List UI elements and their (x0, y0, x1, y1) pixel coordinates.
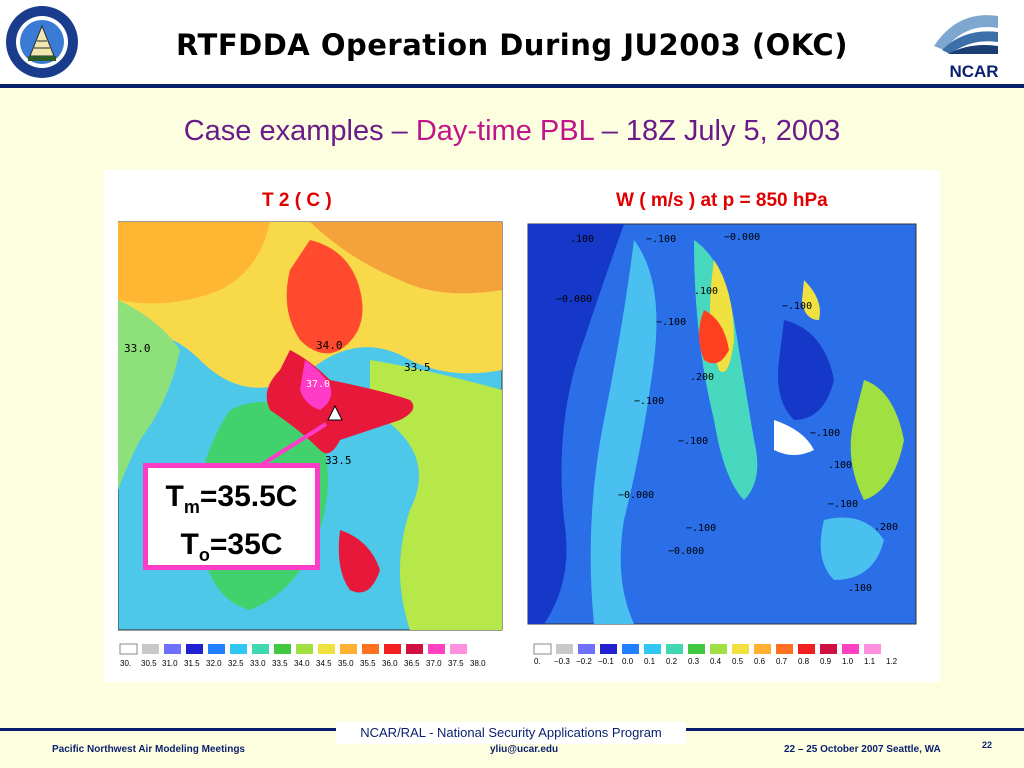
right-contour-label-16: −0.000 (668, 546, 704, 557)
temp-scale-tick-13: 36.5 (404, 659, 420, 668)
subtitle-part1: Case examples – (183, 115, 416, 147)
right-contour-label-13: −0.000 (618, 490, 654, 501)
vel-scale-tick-9: 0.5 (732, 657, 744, 666)
vel-scale-tick-3: −0.1 (598, 657, 614, 666)
footer-program: NCAR/RAL - National Security Application… (336, 722, 686, 744)
temp-scale-tick-11: 35.5 (360, 659, 376, 668)
right-contour-label-9: −.100 (634, 396, 664, 407)
callout-model-temp: Tm=35.5C (165, 480, 298, 517)
right-contour-label-12: .100 (828, 460, 852, 471)
temperature-map: 33.0 34.0 33.5 33.5 37.0 30. 30.5 31.0 3… (110, 210, 522, 680)
right-contour-label-3: −0.000 (724, 232, 760, 243)
vel-scale-tick-14: 1.0 (842, 657, 854, 666)
vel-scale-tick-13: 0.9 (820, 657, 832, 666)
slide-subtitle: Case examples – Day-time PBL – 18Z July … (0, 115, 1024, 148)
temp-scale-tick-7: 33.5 (272, 659, 288, 668)
army-test-evaluation-command-logo (6, 6, 78, 78)
vel-scale-tick-5: 0.1 (644, 657, 656, 666)
left-contour-label-2: 34.0 (316, 339, 343, 352)
footer-meeting: Pacific Northwest Air Modeling Meetings (52, 744, 245, 755)
temp-scale-tick-4: 32.0 (206, 659, 222, 668)
vertical-velocity-map: .100 −.100 −0.000 −0.000 .100 −.100 −.10… (524, 220, 936, 680)
vel-scale-tick-10: 0.6 (754, 657, 766, 666)
temp-scale-tick-6: 33.0 (250, 659, 266, 668)
temp-scale-tick-15: 37.5 (448, 659, 464, 668)
temperature-callout: Tm=35.5C To=35C (143, 463, 320, 570)
temp-scale-tick-9: 34.5 (316, 659, 332, 668)
right-contour-label-4: −0.000 (556, 294, 592, 305)
temp-scale-tick-12: 36.0 (382, 659, 398, 668)
right-contour-label-15: −.100 (686, 523, 716, 534)
temp-scale-tick-2: 31.0 (162, 659, 178, 668)
subtitle-part3: – 18Z July 5, 2003 (593, 115, 841, 147)
right-plot-title: W ( m/s ) at p = 850 hPa (616, 190, 828, 211)
left-contour-label-5: 37.0 (306, 379, 330, 390)
left-contour-label-4: 33.5 (325, 454, 352, 467)
temp-scale-tick-10: 35.0 (338, 659, 354, 668)
temp-scale-tick-8: 34.0 (294, 659, 310, 668)
vel-scale-tick-4: 0.0 (622, 657, 634, 666)
right-contour-label-8: .200 (690, 372, 714, 383)
right-contour-label-18: .100 (848, 583, 872, 594)
left-contour-label-3: 33.5 (404, 361, 431, 374)
page-number: 22 (982, 740, 993, 750)
vel-scale-tick-1: −0.3 (554, 657, 570, 666)
right-contour-label-1: .100 (570, 234, 594, 245)
header-rule (0, 84, 1024, 88)
callout-observed-temp: To=35C (180, 528, 283, 565)
ncar-logo: NCAR (934, 15, 999, 81)
vel-scale-tick-15: 1.1 (864, 657, 876, 666)
slide-title: RTFDDA Operation During JU2003 (OKC) (176, 28, 848, 62)
vel-scale-tick-7: 0.3 (688, 657, 700, 666)
temp-scale-tick-0: 30. (120, 659, 131, 668)
right-contour-label-10: −.100 (678, 436, 708, 447)
right-contour-label-2: −.100 (646, 234, 676, 245)
temp-scale-tick-14: 37.0 (426, 659, 442, 668)
vel-scale-tick-2: −0.2 (576, 657, 592, 666)
vel-scale-tick-6: 0.2 (666, 657, 678, 666)
left-plot-title: T 2 ( C ) (262, 190, 332, 211)
vel-scale-tick-8: 0.4 (710, 657, 722, 666)
temp-scale-tick-16: 38.0 (470, 659, 486, 668)
right-contour-label-7: −.100 (656, 317, 686, 328)
vel-scale-tick-0: 0. (534, 657, 541, 666)
vel-scale-tick-11: 0.7 (776, 657, 788, 666)
observation-marker-icon (327, 404, 343, 421)
vel-scale-tick-12: 0.8 (798, 657, 810, 666)
footer-dates: 22 – 25 October 2007 Seattle, WA (784, 744, 941, 755)
right-contour-label-11: −.100 (810, 428, 840, 439)
vel-scale-tick-16: 1.2 (886, 657, 898, 666)
subtitle-highlight: Day-time PBL (415, 115, 594, 147)
right-contour-label-5: .100 (694, 286, 718, 297)
velocity-color-scale: 0. −0.3 −0.2 −0.1 0.0 0.1 0.2 0.3 0.4 0.… (533, 643, 898, 666)
slide-header: RTFDDA Operation During JU2003 (OKC) NCA… (0, 0, 1024, 88)
left-contour-label-1: 33.0 (124, 342, 151, 355)
temp-scale-tick-5: 32.5 (228, 659, 244, 668)
temp-scale-tick-3: 31.5 (184, 659, 200, 668)
right-contour-label-14: −.100 (828, 499, 858, 510)
temp-scale-tick-1: 30.5 (141, 659, 157, 668)
temperature-color-scale: 30. 30.5 31.0 31.5 32.0 32.5 33.0 33.5 3… (119, 643, 486, 668)
right-contour-label-6: −.100 (782, 301, 812, 312)
ncar-logo-text: NCAR (949, 62, 998, 81)
footer-email: yliu@ucar.edu (490, 744, 559, 755)
right-contour-label-17: .200 (874, 522, 898, 533)
